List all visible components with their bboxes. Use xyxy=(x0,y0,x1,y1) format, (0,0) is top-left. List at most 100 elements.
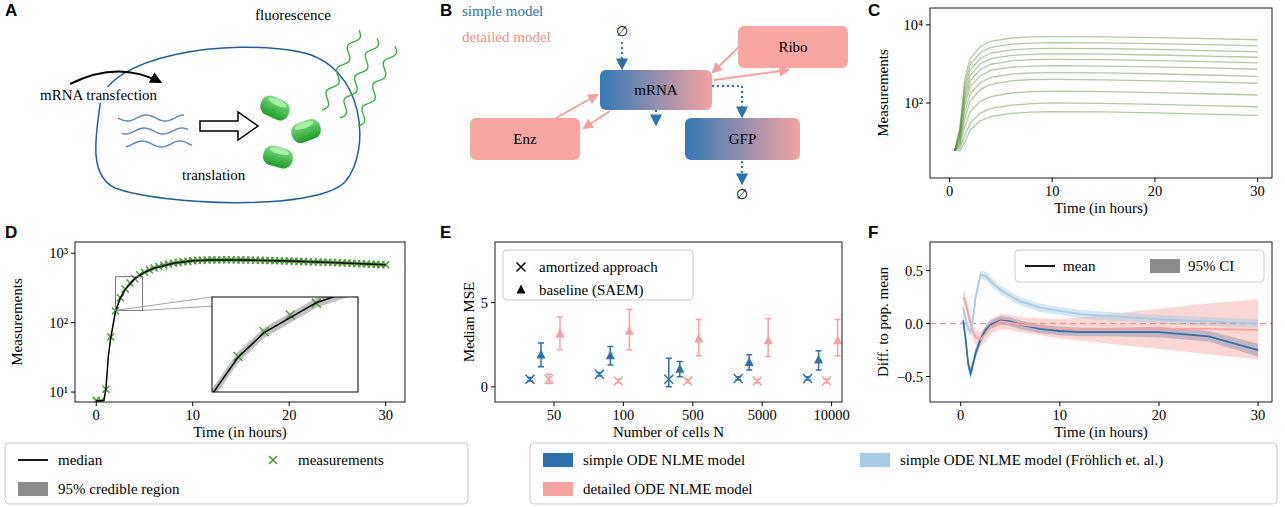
y-tick xyxy=(926,102,930,103)
x-tick-label: 5000 xyxy=(748,407,777,423)
x-tick xyxy=(289,402,290,406)
mse-marker xyxy=(536,349,545,358)
legend-box xyxy=(530,443,1277,504)
legend-box xyxy=(5,443,468,504)
y-tick-label: 0.0 xyxy=(905,316,923,332)
x-tick xyxy=(960,402,961,406)
axes: 0102030−0.50.00.5Time (in hours)Diff. to… xyxy=(868,223,1272,441)
mse-marker xyxy=(614,376,623,385)
legend-patch xyxy=(18,482,48,496)
mse-marker xyxy=(625,326,634,335)
mse-marker xyxy=(764,335,773,344)
trajectory xyxy=(955,59,1258,150)
y-tick xyxy=(71,322,75,323)
x-tick xyxy=(1059,402,1060,406)
mean-line xyxy=(963,275,1258,332)
plot-area xyxy=(930,271,1272,379)
protein xyxy=(261,143,295,170)
trajectory xyxy=(955,73,1258,151)
legend-text: 95% credible region xyxy=(58,481,180,497)
zoom-box xyxy=(116,277,143,311)
legend-patch xyxy=(543,453,573,467)
protein-body xyxy=(257,93,293,124)
diagram-a: AmRNA transfectiontranslationfluorescenc… xyxy=(5,1,397,203)
x-tick-label: 0 xyxy=(93,407,100,423)
panel-letter: B xyxy=(440,1,452,20)
y-axis-title: Diff. to pop. mean xyxy=(875,266,891,377)
panel-letter: A xyxy=(5,1,17,20)
x-axis-title: Time (in hours) xyxy=(1054,424,1148,441)
legend-patch xyxy=(860,453,890,467)
y-axis-title: Measurements xyxy=(9,278,25,366)
x-tick-label: 100 xyxy=(613,407,635,423)
mrna-strand xyxy=(126,141,192,147)
x-tick xyxy=(692,402,693,406)
x-tick-label: 500 xyxy=(682,407,704,423)
mrna-strand xyxy=(118,115,184,121)
legend-marker xyxy=(269,456,277,464)
y-tick xyxy=(71,253,75,254)
legend: simple ODE NLME modeldetailed ODE NLME m… xyxy=(530,443,1277,504)
x-tick xyxy=(1258,402,1259,406)
legend-text: detailed ODE NLME model xyxy=(583,481,753,497)
mse-marker xyxy=(555,328,564,337)
x-tick-label: 0 xyxy=(957,407,964,423)
legend: mean 95% CI xyxy=(1015,250,1264,282)
plot-area xyxy=(955,37,1258,151)
axes: 010203010²10⁴Time (in hours)Measurements… xyxy=(868,1,1272,217)
node-box xyxy=(600,70,712,110)
x-tick xyxy=(1158,402,1159,406)
legend-line xyxy=(18,459,48,461)
y-axis-title: Measurements xyxy=(875,49,891,137)
plot-area xyxy=(93,256,389,402)
trajectory xyxy=(955,54,1258,151)
mse-marker xyxy=(803,374,812,383)
x-tick-label: 10 xyxy=(185,407,200,423)
diagram-label: translation xyxy=(182,167,246,183)
legend-text: amortized approach xyxy=(539,259,658,275)
zoom-connector xyxy=(116,297,212,310)
trajectory xyxy=(955,103,1258,151)
node-label: mRNA xyxy=(634,82,678,98)
y-tick-label: 0.5 xyxy=(905,263,923,279)
diagram-b: Bsimple modeldetailed model∅mRNARiboEnzG… xyxy=(440,1,848,202)
y-tick-label: 10⁴ xyxy=(903,17,923,33)
panel-letter: C xyxy=(868,1,880,20)
protein-body xyxy=(288,116,323,145)
y-tick-label: 0 xyxy=(481,379,488,395)
protein-top xyxy=(269,146,290,157)
x-tick-label: 30 xyxy=(1251,407,1266,423)
legend: median95% credible regionmeasurements xyxy=(5,443,468,504)
fluorescence-wave xyxy=(340,38,379,118)
mse-marker xyxy=(833,335,842,344)
mse-marker xyxy=(606,350,615,359)
x-tick xyxy=(385,402,386,406)
axes: 05Number of cells NMedian MSEE xyxy=(440,223,842,440)
trajectory xyxy=(955,48,1258,150)
legend-text: mean xyxy=(1063,258,1096,274)
protein-top xyxy=(267,96,288,110)
x-tick-label: 0 xyxy=(946,183,953,199)
node-label: Ribo xyxy=(778,39,807,55)
fluorescence-wave xyxy=(358,46,397,126)
x-tick-label: 10 xyxy=(1045,183,1060,199)
legend-text: 95% CI xyxy=(1188,258,1234,274)
x-tick xyxy=(553,402,554,406)
mse-marker xyxy=(525,375,534,384)
y-tick xyxy=(71,392,75,393)
node-label: Enz xyxy=(513,131,537,147)
x-tick xyxy=(623,402,624,406)
x-tick-label: 20 xyxy=(282,407,297,423)
x-tick-label: 20 xyxy=(1152,407,1167,423)
legend-box xyxy=(1015,250,1264,282)
diagram-label: mRNA transfection xyxy=(40,87,158,103)
x-tick xyxy=(192,402,193,406)
reaction-arrow xyxy=(713,46,740,72)
mse-marker xyxy=(734,374,743,383)
translation-arrow xyxy=(200,112,258,140)
node-box xyxy=(470,118,580,160)
mse-marker xyxy=(822,376,831,385)
axes: 010203010¹10²10³Time (in hours)Measureme… xyxy=(5,223,405,441)
x-tick xyxy=(949,178,950,182)
panel-letter: F xyxy=(868,223,878,242)
